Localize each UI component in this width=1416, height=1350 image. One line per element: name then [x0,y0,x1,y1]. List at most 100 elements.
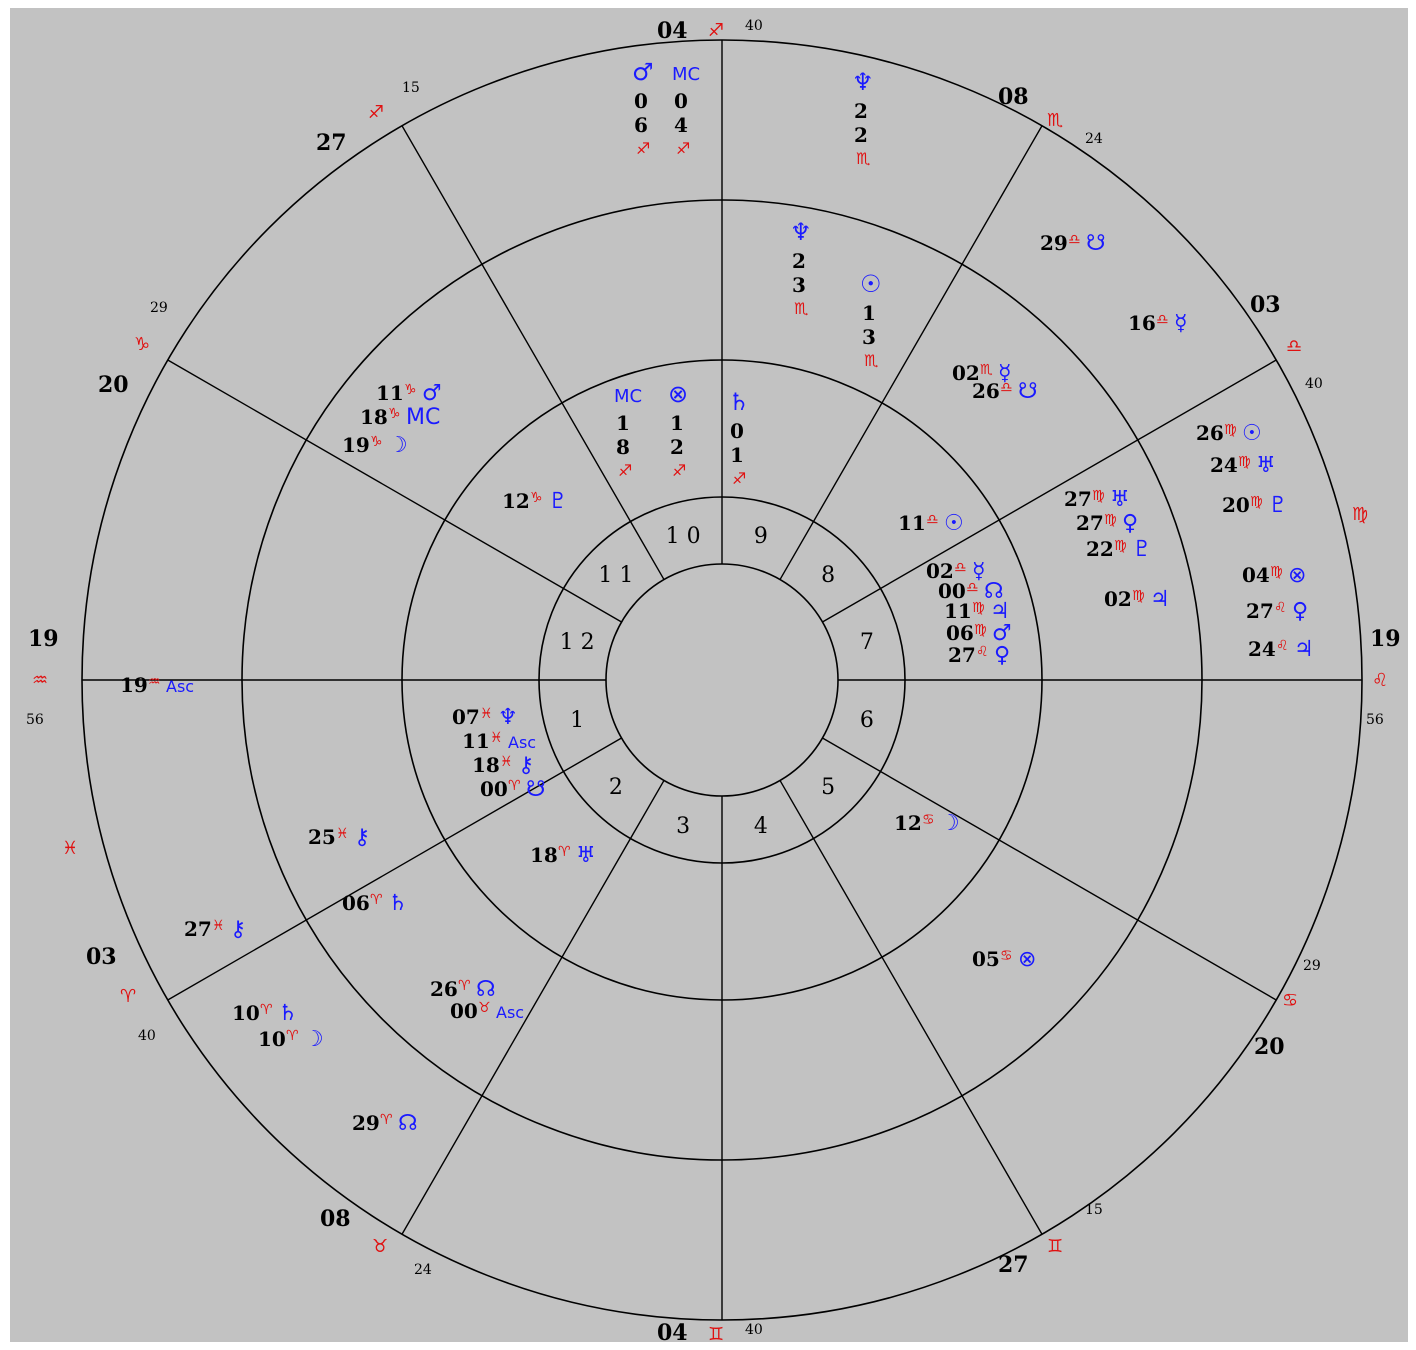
planet-sign-inner-12: ♓ [500,754,513,770]
cusp-sign-bottom: ♊ [708,1324,724,1345]
planet-degree-middle-4: 27 [1064,487,1092,511]
planet-sign-inner-7: ♍ [974,622,987,638]
planet-sign-middle-5: ♍ [1104,512,1117,528]
planet-sign-inner-1: ♐ [672,461,686,480]
planet-sign-outer-12: ♈ [380,1112,393,1128]
cusp-min-4: 15 [1085,1202,1103,1218]
planet-degree-inner-10: 07 [452,705,480,729]
planet-degree-middle-8: 12 [894,811,922,835]
sign-pisces-outer: ♓ [62,838,78,859]
cusp-sign-8: ♏ [1047,110,1063,131]
cusp-label-5: 20 [1254,1034,1285,1060]
house-cusp-line [822,737,1277,1001]
planet-glyph-inner-0: MC [614,386,642,407]
cusp-sign-11: ♑ [134,334,150,355]
cusp-label-10: 27 [316,130,347,156]
planet-degree-inner-0: 1 [616,411,630,435]
ring-inner [605,563,839,797]
planet-glyph-outer-13: ♄ [278,1001,298,1026]
planet-sign-middle-2: ♏ [980,362,993,378]
planet-degree-inner-5: 00 [938,579,966,603]
planet-glyph-inner-9: ♅ [576,843,596,868]
planet-sign-middle-9: ♈ [370,892,383,908]
planet-glyph-inner-1: ⊗ [668,380,688,408]
planet-degree-inner-1-b: 2 [670,435,684,459]
cusp-min-left: 56 [26,712,44,728]
planet-sign-inner-10: ♓ [480,706,493,722]
cusp-label-11: 20 [98,372,129,398]
cusp-min-1: 40 [138,1028,156,1044]
planet-degree-inner-4: 02 [926,559,954,583]
cusp-min-8: 24 [1085,131,1103,147]
planet-sign-outer-16: ♒ [148,674,161,690]
planet-degree-inner-12: 18 [472,753,500,777]
house-number-11: 1 1 [598,563,633,588]
cusp-label-top: 04 [657,18,688,44]
planet-degree-outer-4: 16 [1128,311,1156,335]
planet-sign-inner-0: ♐ [618,461,632,480]
outer-cusp-labels: 04 ♐ 40 08 ♏ 24 03 ♎ 40 ♍ 19 ♌ 56 29 ♋ 2… [26,18,1401,1346]
house-cusp-line [779,125,1043,580]
planet-glyph-outer-1: MC [672,64,700,85]
planet-sign-outer-8: ♍ [1270,564,1283,580]
planet-glyph-outer-6: ♅ [1256,453,1276,478]
house-cusp-line [822,359,1277,623]
house-number-7: 7 [860,630,874,655]
planet-sign-outer-7: ♍ [1250,494,1263,510]
house-number-3: 3 [676,814,690,839]
planet-sign-outer-0: ♐ [636,139,650,158]
planet-glyph-inner-8: ♀ [994,643,1010,668]
planet-degree-outer-14: 10 [258,1027,286,1051]
cusp-min-5: 29 [1303,958,1321,974]
planet-degree-middle-6: 22 [1086,537,1114,561]
sign-virgo-outer: ♍ [1352,504,1368,525]
planet-glyph-middle-15: ☽ [388,433,408,458]
planet-glyph-outer-5: ☉ [1242,421,1262,446]
planet-glyph-middle-10: ⚷ [354,825,370,850]
planet-glyph-outer-8: ⊗ [1288,563,1306,588]
planet-sign-outer-11: ♋ [1000,948,1013,964]
planet-degree-outer-3: 29 [1040,231,1068,255]
planet-sign-inner-9: ♈ [558,844,571,860]
planet-sign-inner-6: ♍ [972,600,985,616]
planet-glyph-outer-4: ☿ [1174,311,1188,336]
planet-degree-middle-0: 2 [792,249,806,273]
planet-glyph-inner-5: ☊ [984,579,1004,604]
cusp-sign-4: ♊ [1047,1236,1063,1257]
planet-sign-middle-12: ♉ [478,1000,491,1016]
planet-sign-inner-14: ♑ [530,490,543,506]
planet-sign-outer-13: ♈ [260,1002,273,1018]
cusp-sign-1: ♈ [120,986,136,1007]
planet-glyph-middle-12: Asc [496,1003,524,1022]
planet-sign-inner-8: ♌ [976,644,989,660]
planet-sign-outer-14: ♈ [286,1028,299,1044]
cusp-label-left: 19 [28,626,59,652]
planet-degree-outer-8: 04 [1242,563,1270,587]
planet-sign-inner-3: ♎ [926,512,939,528]
planet-degree-inner-14: 12 [502,489,530,513]
planet-glyph-inner-10: ♆ [498,705,518,730]
cusp-label-4: 27 [998,1252,1029,1278]
planet-sign-outer-9: ♌ [1274,600,1287,616]
planet-glyph-middle-5: ♀ [1122,511,1138,536]
cusp-min-top: 40 [745,18,763,34]
planet-degree-middle-15: 19 [342,433,370,457]
planet-degree-middle-1-b: 3 [862,325,876,349]
planet-degree-inner-8: 27 [948,643,976,667]
planet-glyph-middle-14: MC [406,405,440,430]
planet-degree-middle-3: 26 [972,379,1000,403]
planet-sign-middle-11: ♈ [458,978,471,994]
cusp-sign-10: ♐ [368,102,384,123]
house-cusp-line [167,737,622,1001]
planet-sign-outer-3: ♎ [1068,232,1081,248]
planet-degree-outer-2: 2 [854,99,868,123]
planet-glyph-middle-13: ♂ [422,381,442,406]
planet-degree-outer-5: 26 [1196,421,1224,445]
planet-glyph-inner-12: ⚷ [518,753,534,778]
planet-degree-middle-1: 1 [862,301,876,325]
planet-glyph-middle-1: ☉ [860,270,882,298]
planet-glyph-outer-16: Asc [166,677,194,696]
planet-glyph-outer-3: ☋ [1086,231,1106,256]
planet-degree-outer-9: 27 [1246,599,1274,623]
